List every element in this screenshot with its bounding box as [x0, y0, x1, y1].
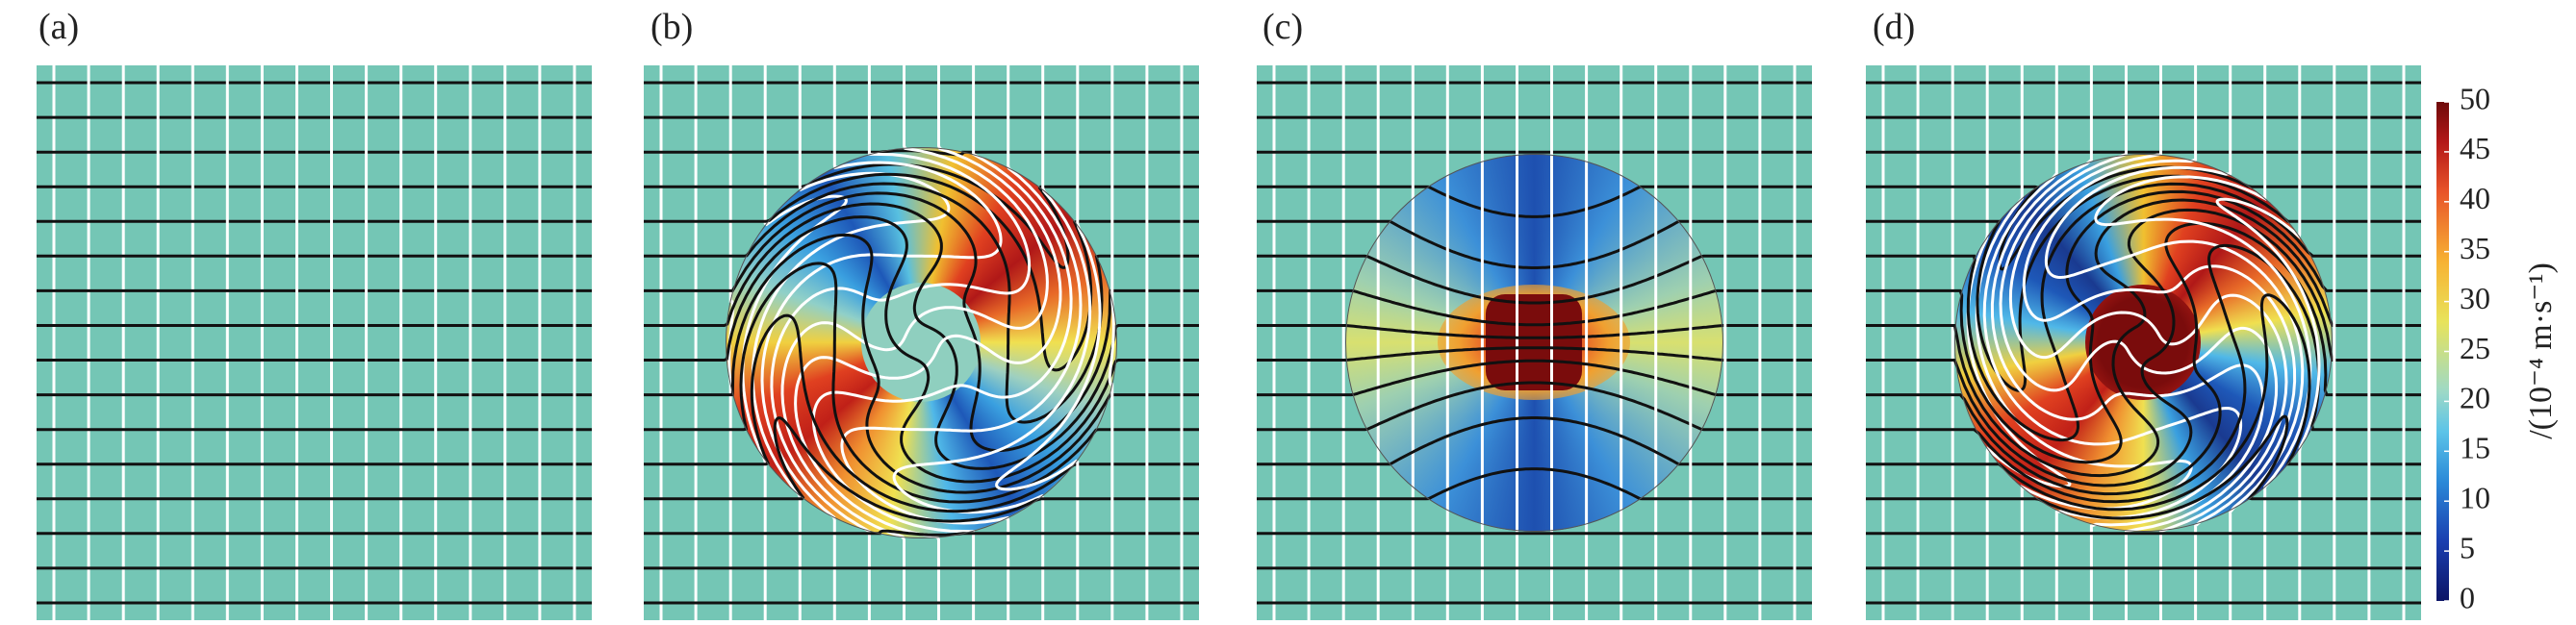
white-line: [1975, 65, 2193, 620]
white-line: [1108, 65, 1115, 620]
white-line: [995, 65, 1102, 620]
black-line: [644, 191, 1199, 453]
black-line: [1257, 324, 1812, 339]
black-line: [644, 262, 1199, 504]
tick-label: 50: [2460, 87, 2490, 115]
tick-label: 5: [2460, 530, 2475, 564]
domain-outline: [1954, 154, 2333, 532]
black-line: [644, 149, 1199, 157]
white-line: [2215, 65, 2321, 620]
panel-b: [644, 65, 1199, 620]
white-line: [780, 65, 1049, 620]
tick-label: 20: [2460, 381, 2490, 415]
black-line: [1257, 416, 1812, 466]
white-line: [1990, 65, 2265, 620]
black-line: [1866, 208, 2421, 488]
black-line: [644, 313, 1199, 513]
tick-label: 30: [2460, 281, 2490, 315]
tick-label: 0: [2460, 580, 2475, 614]
white-line: [2044, 65, 2305, 620]
colorbar-label: /(10⁻⁴ m·s⁻¹): [2523, 262, 2559, 439]
black-line: [1866, 414, 2421, 520]
white-line: [760, 65, 1003, 620]
panel-label: (a): [38, 7, 80, 47]
white-line: [751, 65, 951, 620]
panel-label: (c): [1262, 7, 1304, 47]
tick-label: 15: [2460, 431, 2490, 465]
white-line: [892, 65, 1092, 620]
black-line: [1257, 467, 1812, 501]
panel-a: [37, 65, 592, 620]
field-lines: [1257, 65, 1812, 620]
black-line: [644, 202, 1199, 470]
tick-label: 25: [2460, 331, 2490, 365]
field-lines: [1866, 65, 2421, 620]
panel-label: (b): [650, 7, 694, 47]
white-line: [727, 65, 735, 620]
black-line: [644, 233, 1199, 494]
colorbar: [2436, 102, 2449, 601]
tick-label: 40: [2460, 181, 2490, 215]
white-line: [794, 65, 1062, 620]
black-line: [644, 182, 1199, 424]
core-center: [1486, 294, 1582, 390]
black-line: [644, 529, 1199, 537]
tick-label: 10: [2460, 481, 2490, 515]
field-lines: [644, 65, 1199, 620]
black-line: [1866, 221, 2421, 496]
white-line: [1966, 65, 2072, 620]
white-line: [840, 65, 1083, 620]
black-line: [1257, 359, 1812, 397]
field-lines: [37, 65, 592, 620]
black-line: [1257, 254, 1812, 305]
black-line: [644, 215, 1199, 484]
white-line: [770, 65, 1032, 620]
black-line: [644, 416, 1199, 523]
panel-d: [1866, 65, 2421, 620]
black-line: [644, 162, 1199, 269]
black-line: [1866, 189, 2421, 464]
domain-outline: [1345, 154, 1723, 532]
black-line: [1257, 288, 1812, 327]
panel-label: (d): [1873, 7, 1916, 47]
tick-label: 45: [2460, 131, 2490, 165]
black-line: [1866, 165, 2421, 271]
inner-region: [861, 283, 981, 402]
black-line: [1257, 185, 1812, 218]
black-line: [1257, 381, 1812, 432]
white-line: [2094, 65, 2312, 620]
black-line: [1866, 243, 2421, 504]
white-line: [811, 65, 1073, 620]
black-line: [644, 172, 1199, 372]
white-line: [1999, 65, 2279, 620]
white-line: [2022, 65, 2297, 620]
black-line: [1257, 346, 1812, 362]
panel-c: [1257, 65, 1812, 620]
black-line: [1866, 182, 2421, 442]
domain-outline: [726, 147, 1117, 538]
tick-label: 35: [2460, 231, 2490, 265]
white-line: [2008, 65, 2288, 620]
black-line: [1257, 219, 1812, 269]
black-line: [1866, 293, 2421, 512]
white-line: [741, 65, 848, 620]
black-line: [1866, 198, 2421, 478]
black-line: [1866, 174, 2421, 392]
white-line: [1982, 65, 2243, 620]
colorbar-axis: 0 5 10 15 20 25 30 35 40 45 50: [2444, 87, 2490, 614]
